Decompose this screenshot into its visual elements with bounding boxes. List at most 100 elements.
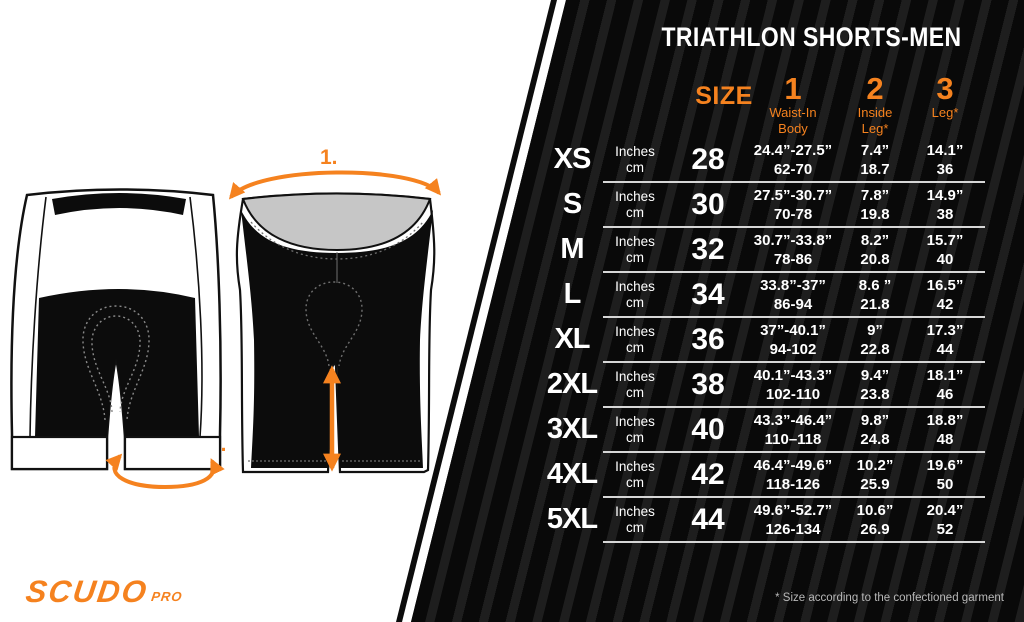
leg-values: 18.1” 46 <box>909 366 981 404</box>
waist-inches-value: 40.1”-43.3” <box>753 366 833 384</box>
leg-values: 14.1” 36 <box>909 141 981 179</box>
size-label: XL <box>554 323 590 355</box>
table-row: 4XL Inches cm 42 46.4”-49.6” 118-126 10.… <box>545 452 985 498</box>
inside-leg-cm-value: 24.8 <box>860 430 890 448</box>
waist-cm-value: 94-102 <box>769 340 817 358</box>
unit-inches: Inches <box>615 323 655 339</box>
leg-inches-value: 17.3” <box>926 321 964 339</box>
waist-inches-value: 30.7”-33.8” <box>753 231 833 249</box>
inside-leg-cm-value: 21.8 <box>860 295 890 313</box>
inside-leg-values: 8.6 ” 21.8 <box>841 276 909 314</box>
leg-cm-value: 50 <box>936 475 954 493</box>
size-table-body: XS Inches cm 28 24.4”-27.5” 62-70 7.4” 1… <box>545 137 985 543</box>
unit-cm: cm <box>626 339 644 355</box>
inside-leg-values: 7.4” 18.7 <box>841 141 909 179</box>
waist-values: 24.4”-27.5” 62-70 <box>745 141 841 179</box>
front-waistband <box>52 193 186 215</box>
inside-leg-inches-value: 7.4” <box>860 141 890 159</box>
size-number: 28 <box>691 142 725 176</box>
size-label: 2XL <box>546 368 598 400</box>
inside-leg-cm-value: 18.7 <box>860 160 890 178</box>
unit-cm: cm <box>626 519 644 535</box>
column-header-waist: 1 Waist-In Body <box>745 71 841 136</box>
size-number: 34 <box>691 277 725 311</box>
waist-values: 37”-40.1” 94-102 <box>745 321 841 359</box>
unit-cm: cm <box>626 384 644 400</box>
waist-inches-value: 33.8”-37” <box>760 276 826 294</box>
size-label: M <box>560 233 584 265</box>
table-row: 2XL Inches cm 38 40.1”-43.3” 102-110 9.4… <box>545 362 985 408</box>
size-label: 4XL <box>546 458 598 490</box>
leg-inches-value: 15.7” <box>926 231 964 249</box>
size-number: 30 <box>691 187 725 221</box>
size-number: 40 <box>691 412 725 446</box>
unit-labels: Inches cm <box>599 504 671 536</box>
unit-inches: Inches <box>615 233 655 249</box>
page-title-text: TRIATHLON SHORTS-MEN <box>660 22 962 52</box>
leg-values: 15.7” 40 <box>909 231 981 269</box>
unit-cm: cm <box>626 429 644 445</box>
waist-cm-value: 110–118 <box>764 430 822 448</box>
waist-inches-value: 46.4”-49.6” <box>753 456 833 474</box>
leg-cm-value: 36 <box>936 160 954 178</box>
leg-cm-value: 42 <box>936 295 954 313</box>
table-row: L Inches cm 34 33.8”-37” 86-94 8.6 ” 21.… <box>545 272 985 318</box>
waist-values: 49.6”-52.7” 126-134 <box>745 501 841 539</box>
inside-leg-cm-value: 26.9 <box>860 520 890 538</box>
unit-cm: cm <box>626 249 644 265</box>
column-label-waist-line2: Body <box>778 121 808 136</box>
table-row: S Inches cm 30 27.5”-30.7” 70-78 7.8” 19… <box>545 182 985 228</box>
brand-logo-text: SCUDO <box>23 574 151 609</box>
leg-cm-value: 44 <box>936 340 954 358</box>
waist-values: 33.8”-37” 86-94 <box>745 276 841 314</box>
unit-cm: cm <box>626 474 644 490</box>
leg-measure-arrow <box>105 453 225 490</box>
waist-cm-value: 70-78 <box>773 205 813 223</box>
unit-cm: cm <box>626 159 644 175</box>
waist-cm-value: 78-86 <box>773 250 813 268</box>
unit-labels: Inches cm <box>599 234 671 266</box>
waist-inches-value: 37”-40.1” <box>760 321 826 339</box>
unit-inches: Inches <box>615 368 655 384</box>
unit-labels: Inches cm <box>599 189 671 221</box>
table-row: XL Inches cm 36 37”-40.1” 94-102 9” 22.8… <box>545 317 985 363</box>
waist-cm-value: 62-70 <box>773 160 813 178</box>
inside-leg-inches-value: 7.8” <box>860 186 890 204</box>
leg-values: 18.8” 48 <box>909 411 981 449</box>
unit-labels: Inches cm <box>599 279 671 311</box>
brand-logo: SCUDO PRO <box>23 574 185 609</box>
leg-inches-value: 16.5” <box>926 276 964 294</box>
size-number: 38 <box>691 367 725 401</box>
waist-inches-value: 49.6”-52.7” <box>753 501 833 519</box>
size-number: 42 <box>691 457 725 491</box>
column-label-waist-line1: Waist-In <box>769 105 817 120</box>
brand-logo-suffix: PRO <box>150 589 184 604</box>
leg-cm-value: 52 <box>936 520 954 538</box>
leg-values: 17.3” 44 <box>909 321 981 359</box>
waist-cm-value: 102-110 <box>765 385 821 403</box>
unit-inches: Inches <box>615 503 655 519</box>
table-row: M Inches cm 32 30.7”-33.8” 78-86 8.2” 20… <box>545 227 985 273</box>
unit-labels: Inches cm <box>599 459 671 491</box>
unit-inches: Inches <box>615 413 655 429</box>
waist-cm-value: 86-94 <box>773 295 813 313</box>
column-label-inside-leg-line2: Leg* <box>861 121 889 136</box>
column-number-1: 1 <box>784 71 802 106</box>
waist-values: 27.5”-30.7” 70-78 <box>745 186 841 224</box>
waist-inches-value: 27.5”-30.7” <box>753 186 833 204</box>
leg-cm-value: 40 <box>936 250 954 268</box>
inside-leg-values: 10.6” 26.9 <box>841 501 909 539</box>
inside-leg-inches-value: 8.2” <box>860 231 890 249</box>
inside-leg-values: 9.8” 24.8 <box>841 411 909 449</box>
column-header-inside-leg: 2 Inside Leg* <box>841 73 909 136</box>
size-label: XS <box>553 143 592 175</box>
inside-leg-values: 10.2” 25.9 <box>841 456 909 494</box>
size-number: 44 <box>691 502 725 536</box>
unit-inches: Inches <box>615 188 655 204</box>
inside-leg-values: 9” 22.8 <box>841 321 909 359</box>
leg-cm-value: 46 <box>936 385 954 403</box>
leg-inches-value: 19.6” <box>926 456 964 474</box>
front-lower-section <box>35 289 199 437</box>
unit-inches: Inches <box>615 278 655 294</box>
inside-leg-cm-value: 25.9 <box>860 475 890 493</box>
